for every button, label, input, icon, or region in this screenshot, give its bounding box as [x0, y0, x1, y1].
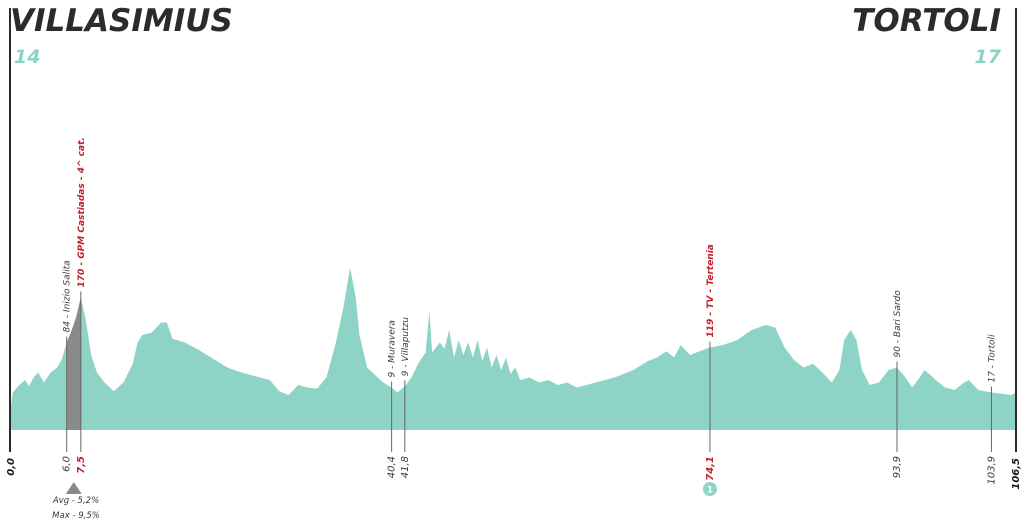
start-elevation: 14 — [14, 46, 40, 68]
finish-town-name: TORTOLI — [852, 3, 1001, 39]
marker-label: 84 - Inizio Salita — [63, 260, 73, 332]
sprint-icon-label: 1 — [707, 486, 713, 496]
end-km-label: 106,5 — [1011, 458, 1022, 490]
axis-group: 0,0 106,5 1 — [6, 8, 1022, 496]
climb-avg-gradient: Avg - 5,2% — [52, 496, 99, 506]
marker-label: 17 - Tortoli — [987, 334, 997, 383]
climb-max-gradient: Max - 9,5% — [52, 511, 100, 521]
climb-segment — [66, 297, 81, 430]
km-tick-label: 41,8 — [400, 456, 411, 478]
marker-label: 9 - Muravera — [388, 320, 398, 377]
km-tick-label: 93,9 — [892, 456, 903, 478]
marker-lines-group: 84 - Inizio Salita 170 - GPM Castiadas - … — [62, 137, 998, 484]
start-km-label: 0,0 — [6, 458, 17, 476]
profile-area — [10, 267, 1016, 430]
km-tick-label: 103,9 — [986, 456, 997, 485]
marker-label: 90 - Bari Sardo — [893, 290, 903, 358]
marker-label: 9 - Villaputzu — [401, 317, 411, 377]
km-tick-label: 7,5 — [76, 456, 87, 474]
km-tick-label: 40,4 — [387, 456, 398, 478]
finish-elevation: 17 — [975, 46, 1002, 68]
profile-area-group — [10, 267, 1016, 430]
start-town-name: VILLASIMIUS — [10, 3, 233, 39]
climb-triangle-icon — [65, 482, 82, 494]
km-tick-label: 6,0 — [62, 456, 73, 472]
marker-label: 119 - TV - Tertenia — [706, 244, 716, 337]
km-tick-label: 74,1 — [705, 456, 716, 481]
sprint-icon — [702, 482, 717, 496]
marker-label: 170 - GPM Castiadas - 4^ cat. — [77, 137, 87, 287]
